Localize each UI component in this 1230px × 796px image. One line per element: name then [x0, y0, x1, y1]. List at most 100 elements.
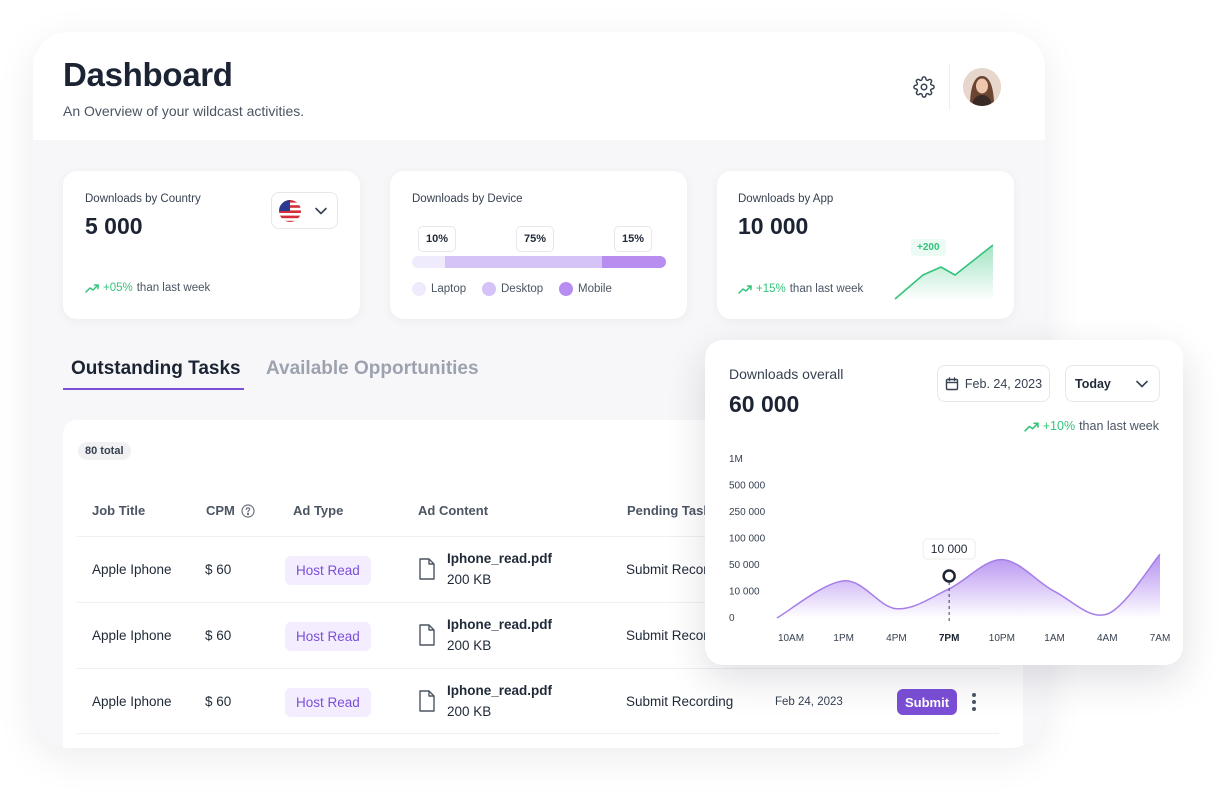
sparkline-badge: +200 [911, 239, 946, 256]
file-size: 200 KB [447, 572, 492, 587]
desktop-percent-chip: 75% [516, 226, 555, 252]
tab-available-opportunities[interactable]: Available Opportunities [266, 358, 479, 379]
file-size: 200 KB [447, 638, 492, 653]
trend-text: than last week [1079, 419, 1159, 433]
overall-trend: +10% than last week [1024, 419, 1159, 433]
legend-label: Desktop [501, 283, 544, 295]
highlight-tooltip [922, 538, 976, 560]
trend-text: than last week [136, 282, 211, 294]
app-card-label: Downloads by App [738, 193, 834, 205]
x-tick-label: 10AM [778, 633, 804, 644]
app-sparkline [894, 244, 994, 301]
active-tab-indicator [63, 388, 244, 390]
file-name[interactable]: Iphone_read.pdf [447, 683, 553, 698]
file-name[interactable]: Iphone_read.pdf [447, 617, 553, 632]
tab-outstanding-tasks[interactable]: Outstanding Tasks [71, 358, 241, 379]
y-tick-label: 1M [729, 454, 743, 465]
legend-desktop: Desktop [482, 282, 543, 296]
trend-percent: +15% [756, 283, 786, 295]
legend-label: Mobile [578, 283, 612, 295]
job-title-cell: Apple Iphone [92, 628, 172, 643]
selected-date: Feb. 24, 2023 [964, 376, 1043, 391]
trend-up-icon [738, 285, 752, 294]
help-icon[interactable] [241, 503, 255, 518]
device-share-bar [412, 256, 666, 268]
us-flag-icon [279, 199, 301, 222]
ad-type-chip: Host Read [285, 556, 371, 585]
overall-value: 60 000 [729, 391, 800, 417]
area-fill [777, 554, 1160, 618]
country-card: Downloads by Country 5 000 +05% than las… [63, 171, 360, 319]
app-card: Downloads by App 10 000 +15% than last w… [717, 171, 1014, 319]
y-tick-label: 0 [729, 613, 735, 624]
app-card-value: 10 000 [738, 213, 809, 239]
column-ad-content[interactable]: Ad Content [418, 503, 489, 518]
date-picker-button[interactable]: Feb. 24, 2023 [937, 365, 1050, 402]
total-badge: 80 total [78, 442, 131, 460]
area-line [776, 553, 1161, 619]
file-name[interactable]: Iphone_read.pdf [447, 551, 553, 566]
x-tick-label: 1PM [833, 633, 854, 644]
laptop-share-segment [412, 256, 446, 268]
legend-laptop: Laptop [412, 282, 466, 296]
more-options-icon[interactable] [967, 691, 981, 713]
cpm-cell: $ 60 [205, 562, 232, 577]
avatar-image [963, 68, 1001, 106]
cpm-cell: $ 60 [205, 694, 232, 709]
country-card-value: 5 000 [85, 213, 143, 239]
mobile-share-segment [602, 256, 666, 268]
page-subtitle: An Overview of your wildcast activities. [63, 103, 305, 119]
ad-type-chip: Host Read [285, 688, 371, 717]
job-title-cell: Apple Iphone [92, 694, 172, 709]
avatar[interactable] [963, 68, 1001, 106]
column-pending-tasks[interactable]: Pending Tasks [627, 503, 718, 518]
highlight-point [942, 569, 956, 583]
trend-percent: +05% [103, 282, 133, 294]
app-trend: +15% than last week [738, 283, 863, 295]
y-tick-label: 250 000 [729, 507, 766, 518]
page-title: Dashboard [63, 56, 233, 93]
column-cpm[interactable]: CPM [206, 503, 255, 518]
file-icon [419, 690, 435, 712]
downloads-area-chart: 1M 500 000 250 000 100 000 50 000 10 000 0 10AM… [729, 454, 1171, 644]
y-tick-label: 100 000 [729, 534, 766, 545]
y-tick-label: 500 000 [729, 481, 766, 492]
x-tick-label: 7AM [1150, 633, 1171, 644]
chevron-down-icon [1136, 380, 1148, 387]
job-title-cell: Apple Iphone [92, 562, 172, 577]
column-ad-type[interactable]: Ad Type [293, 503, 344, 518]
file-icon [419, 624, 435, 646]
trend-up-icon [85, 284, 99, 293]
x-tick-label: 4AM [1097, 633, 1118, 644]
legend-mobile: Mobile [559, 282, 612, 296]
column-job-title[interactable]: Job Title [92, 503, 146, 518]
period-select[interactable]: Today [1065, 365, 1160, 402]
overall-label: Downloads overall [729, 366, 844, 382]
laptop-dot [412, 282, 426, 296]
file-icon [419, 558, 435, 580]
pending-task-cell: Submit Recording [626, 694, 734, 709]
device-card-label: Downloads by Device [412, 193, 523, 205]
downloads-overall-card: Downloads overall 60 000 Feb. 24, 2023 T… [705, 340, 1183, 665]
x-tick-label: 4PM [886, 633, 907, 644]
period-value: Today [1075, 376, 1111, 391]
column-cpm-label: CPM [206, 503, 235, 518]
file-size: 200 KB [447, 704, 492, 719]
submit-button[interactable]: Submit [897, 689, 958, 715]
desktop-share-segment [445, 256, 603, 268]
x-tick-label: 7PM [939, 633, 960, 644]
trend-text: than last week [789, 283, 864, 295]
mobile-percent-chip: 15% [614, 226, 653, 252]
cpm-cell: $ 60 [205, 628, 232, 643]
country-select[interactable] [271, 192, 338, 229]
mobile-dot [559, 282, 573, 296]
gear-icon [913, 76, 935, 98]
desktop-dot [482, 282, 496, 296]
settings-button[interactable] [909, 72, 939, 102]
header-divider [949, 64, 950, 110]
laptop-percent-chip: 10% [418, 226, 457, 252]
x-tick-label: 10PM [989, 633, 1015, 644]
y-tick-label: 50 000 [729, 560, 760, 571]
table-row[interactable]: Apple Iphone $ 60 Host Read Iphone_read.… [77, 668, 999, 734]
date-cell: Feb 24, 2023 [775, 696, 843, 708]
